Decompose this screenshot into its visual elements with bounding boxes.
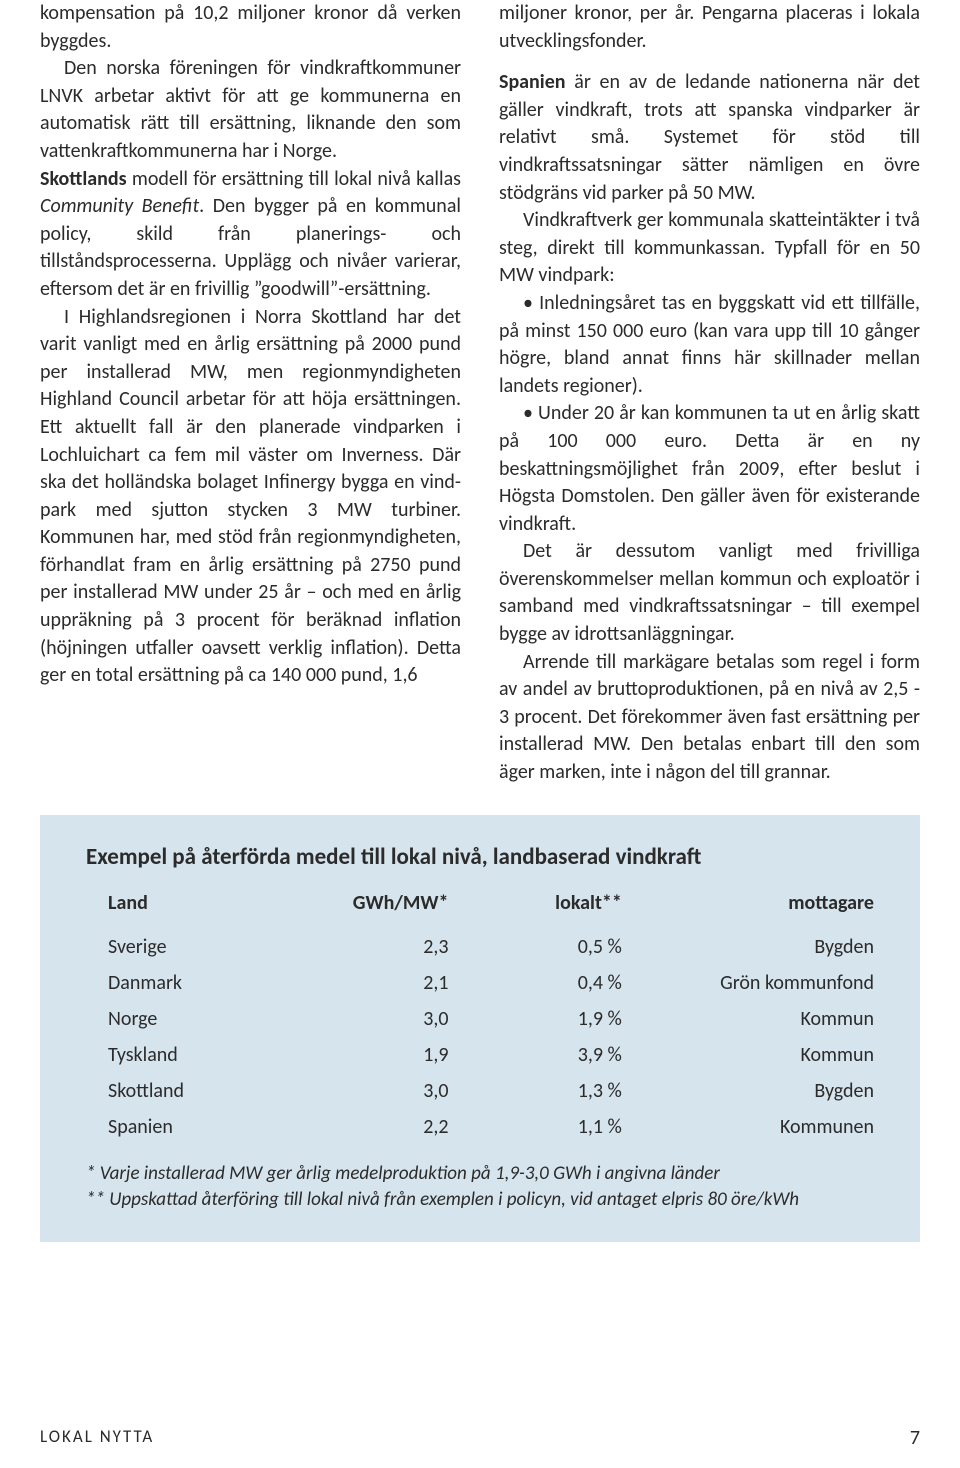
paragraph: I Highlandsregionen i Norra Skottland ha… [40,304,461,690]
two-column-layout: kompensation på 10,2 miljoner kronor då … [40,0,920,787]
paragraph: Arrende till markägare betalas som re­ge… [499,649,920,787]
cell-land: Sverige [86,929,275,965]
cell-gwh: 2,2 [275,1109,448,1145]
country-name-bold: Skottlands [40,167,127,191]
bullet-paragraph: • Under 20 år kan kommunen ta ut en årli… [499,400,920,538]
cell-land: Skottland [86,1073,275,1109]
th-gwh: GWh/MW* [275,885,448,929]
page-content: kompensation på 10,2 miljoner kronor då … [0,0,960,1242]
italic-run: Community Benefit [40,194,199,218]
left-column: kompensation på 10,2 miljoner kronor då … [40,0,461,787]
cell-mottagare: Kommun [622,1001,874,1037]
cell-gwh: 2,1 [275,965,448,1001]
cell-gwh: 3,0 [275,1073,448,1109]
cell-lokalt: 1,3 % [448,1073,621,1109]
cell-land: Spanien [86,1109,275,1145]
bullet-paragraph: • Inledningsåret tas en byggskatt vid et… [499,290,920,400]
th-lokalt: lokalt** [448,885,621,929]
table-row: Norge 3,0 1,9 % Kommun [86,1001,874,1037]
right-column: miljoner kronor, per år. Pengarna placer… [499,0,920,787]
paragraph: miljoner kronor, per år. Pengarna placer… [499,0,920,55]
page-number: 7 [910,1426,920,1450]
cell-lokalt: 3,9 % [448,1037,621,1073]
cell-lokalt: 1,1 % [448,1109,621,1145]
cell-mottagare: Bygden [622,929,874,965]
table-row: Spanien 2,2 1,1 % Kommunen [86,1109,874,1145]
cell-gwh: 3,0 [275,1001,448,1037]
table-header-row: Land GWh/MW* lokalt** mottagare [86,885,874,929]
footer-left: LOKAL NYTTA [40,1426,154,1450]
paragraph: Vindkraftverk ger kommunala skattein­täk… [499,207,920,290]
page-footer: LOKAL NYTTA 7 [40,1426,920,1450]
paragraph: Skottlands modell för ersättning till lo… [40,166,461,304]
paragraph: Spanien är en av de ledande nationerna n… [499,69,920,207]
callout-footnotes: * Varje installerad MW ger årlig medelpr… [86,1161,874,1214]
cell-lokalt: 1,9 % [448,1001,621,1037]
cell-mottagare: Kommun [622,1037,874,1073]
paragraph: Den norska föreningen för vindkraft­komm… [40,55,461,165]
th-land: Land [86,885,275,929]
th-mottagare: mottagare [622,885,874,929]
paragraph: Det är dessutom vanligt med frivilliga ö… [499,538,920,648]
cell-gwh: 2,3 [275,929,448,965]
table-row: Danmark 2,1 0,4 % Grön kommunfond [86,965,874,1001]
text-run: modell för ersättning till lokal nivå ka… [127,167,461,191]
country-name-bold: Spanien [499,70,566,94]
table-row: Sverige 2,3 0,5 % Bygden [86,929,874,965]
cell-mottagare: Kommunen [622,1109,874,1145]
cell-gwh: 1,9 [275,1037,448,1073]
returns-table: Land GWh/MW* lokalt** mottagare Sverige … [86,885,874,1145]
cell-land: Tyskland [86,1037,275,1073]
paragraph: kompensation på 10,2 miljoner kronor då … [40,0,461,55]
footnote: ** Uppskattad återföring till lokal nivå… [86,1187,874,1214]
cell-land: Danmark [86,965,275,1001]
cell-mottagare: Grön kommunfond [622,965,874,1001]
cell-lokalt: 0,4 % [448,965,621,1001]
callout-title: Exempel på återförda medel till lokal ni… [86,843,874,871]
table-row: Skottland 3,0 1,3 % Bygden [86,1073,874,1109]
table-row: Tyskland 1,9 3,9 % Kommun [86,1037,874,1073]
footnote: * Varje installerad MW ger årlig medelpr… [86,1161,874,1188]
cell-land: Norge [86,1001,275,1037]
example-callout-box: Exempel på återförda medel till lokal ni… [40,815,920,1242]
cell-mottagare: Bygden [622,1073,874,1109]
cell-lokalt: 0,5 % [448,929,621,965]
